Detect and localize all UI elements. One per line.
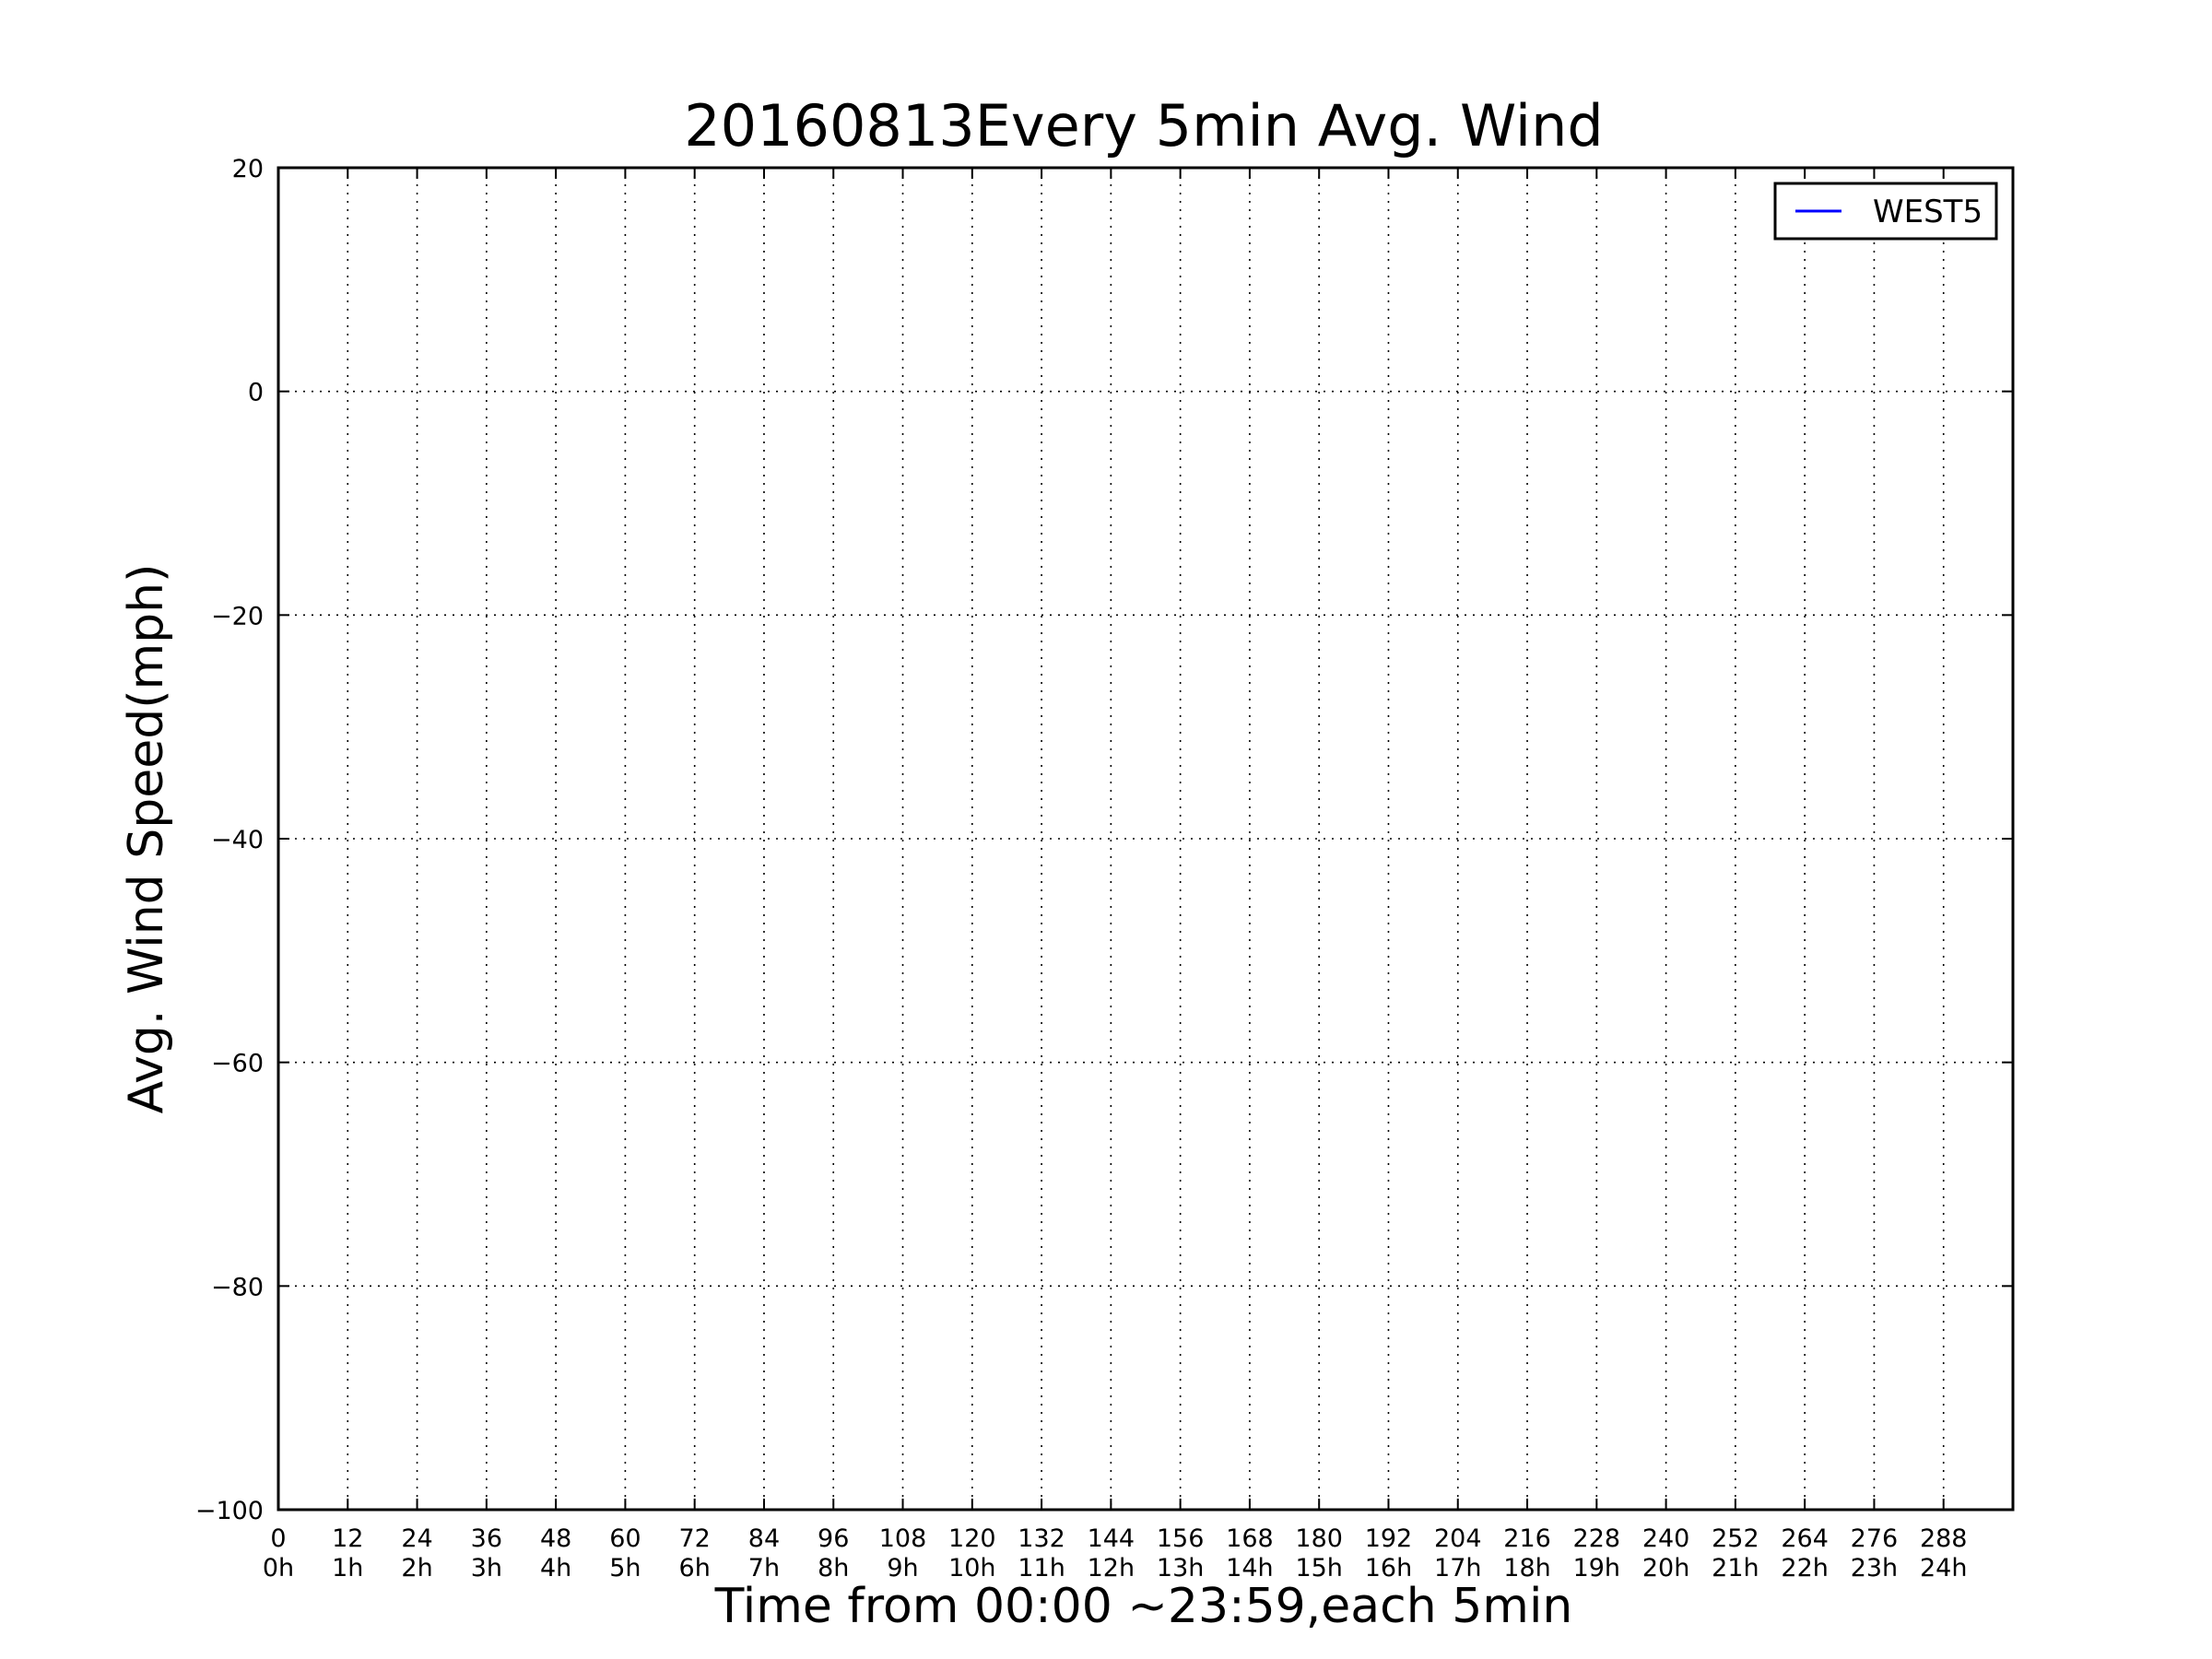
y-tick-label: −100 xyxy=(195,1497,264,1525)
x-tick-label: 204 xyxy=(1434,1524,1482,1553)
x-tick-label: 156 xyxy=(1157,1524,1205,1553)
x-tick-sublabel: 18h xyxy=(1503,1554,1550,1583)
y-tick-label: 0 xyxy=(248,379,264,407)
x-tick-label: 108 xyxy=(879,1524,927,1553)
x-tick-label: 144 xyxy=(1088,1524,1135,1553)
y-tick-label: −40 xyxy=(211,826,264,854)
x-tick-label: 264 xyxy=(1781,1524,1829,1553)
y-tick-label: −60 xyxy=(211,1050,264,1078)
chart-title: 20160813Every 5min Avg. Wind xyxy=(684,92,1604,159)
x-tick-sublabel: 22h xyxy=(1781,1554,1828,1583)
y-axis-title: Avg. Wind Speed(mph) xyxy=(119,564,174,1114)
x-tick-sublabel: 3h xyxy=(471,1554,502,1583)
y-tick-label: −20 xyxy=(211,602,264,630)
x-tick-label: 228 xyxy=(1573,1524,1621,1553)
x-tick-label: 72 xyxy=(679,1524,711,1553)
x-tick-sublabel: 15h xyxy=(1295,1554,1342,1583)
y-tick-label: −80 xyxy=(211,1273,264,1301)
x-tick-sublabel: 4h xyxy=(540,1554,571,1583)
x-tick-label: 276 xyxy=(1851,1524,1899,1553)
x-tick-label: 252 xyxy=(1712,1524,1759,1553)
axis-ticks: 00h121h242h363h484h605h726h847h968h1089h… xyxy=(195,155,2013,1583)
x-tick-label: 96 xyxy=(818,1524,849,1553)
x-tick-label: 120 xyxy=(948,1524,996,1553)
x-tick-sublabel: 19h xyxy=(1573,1554,1620,1583)
x-tick-label: 0 xyxy=(270,1524,286,1553)
x-tick-sublabel: 9h xyxy=(887,1554,918,1583)
x-tick-label: 216 xyxy=(1503,1524,1551,1553)
x-tick-sublabel: 5h xyxy=(609,1554,641,1583)
x-tick-sublabel: 17h xyxy=(1434,1554,1481,1583)
x-tick-sublabel: 6h xyxy=(679,1554,711,1583)
x-tick-label: 24 xyxy=(401,1524,432,1553)
x-tick-sublabel: 21h xyxy=(1712,1554,1759,1583)
x-tick-label: 36 xyxy=(471,1524,502,1553)
legend: WEST5 xyxy=(1773,182,1998,241)
x-tick-sublabel: 11h xyxy=(1018,1554,1065,1583)
y-tick-label: 20 xyxy=(232,155,264,183)
x-tick-sublabel: 8h xyxy=(818,1554,849,1583)
x-tick-label: 132 xyxy=(1018,1524,1065,1553)
x-tick-sublabel: 16h xyxy=(1365,1554,1412,1583)
x-tick-label: 84 xyxy=(748,1524,780,1553)
x-tick-sublabel: 14h xyxy=(1226,1554,1273,1583)
x-tick-sublabel: 2h xyxy=(401,1554,432,1583)
legend-label: WEST5 xyxy=(1873,194,1983,230)
x-tick-label: 288 xyxy=(1920,1524,1968,1553)
x-tick-sublabel: 12h xyxy=(1088,1554,1135,1583)
x-axis-title: Time from 00:00 ~23:59,each 5min xyxy=(714,1579,1573,1634)
x-tick-sublabel: 7h xyxy=(748,1554,780,1583)
x-tick-label: 48 xyxy=(540,1524,571,1553)
x-tick-sublabel: 10h xyxy=(948,1554,995,1583)
x-tick-label: 60 xyxy=(609,1524,641,1553)
x-tick-sublabel: 20h xyxy=(1642,1554,1689,1583)
x-tick-sublabel: 1h xyxy=(332,1554,363,1583)
x-tick-label: 180 xyxy=(1295,1524,1343,1553)
x-tick-sublabel: 13h xyxy=(1157,1554,1204,1583)
x-tick-label: 240 xyxy=(1642,1524,1690,1553)
x-tick-label: 168 xyxy=(1226,1524,1274,1553)
x-tick-sublabel: 24h xyxy=(1920,1554,1967,1583)
x-tick-sublabel: 0h xyxy=(263,1554,294,1583)
x-tick-label: 192 xyxy=(1365,1524,1413,1553)
x-tick-sublabel: 23h xyxy=(1851,1554,1898,1583)
x-tick-label: 12 xyxy=(332,1524,363,1553)
